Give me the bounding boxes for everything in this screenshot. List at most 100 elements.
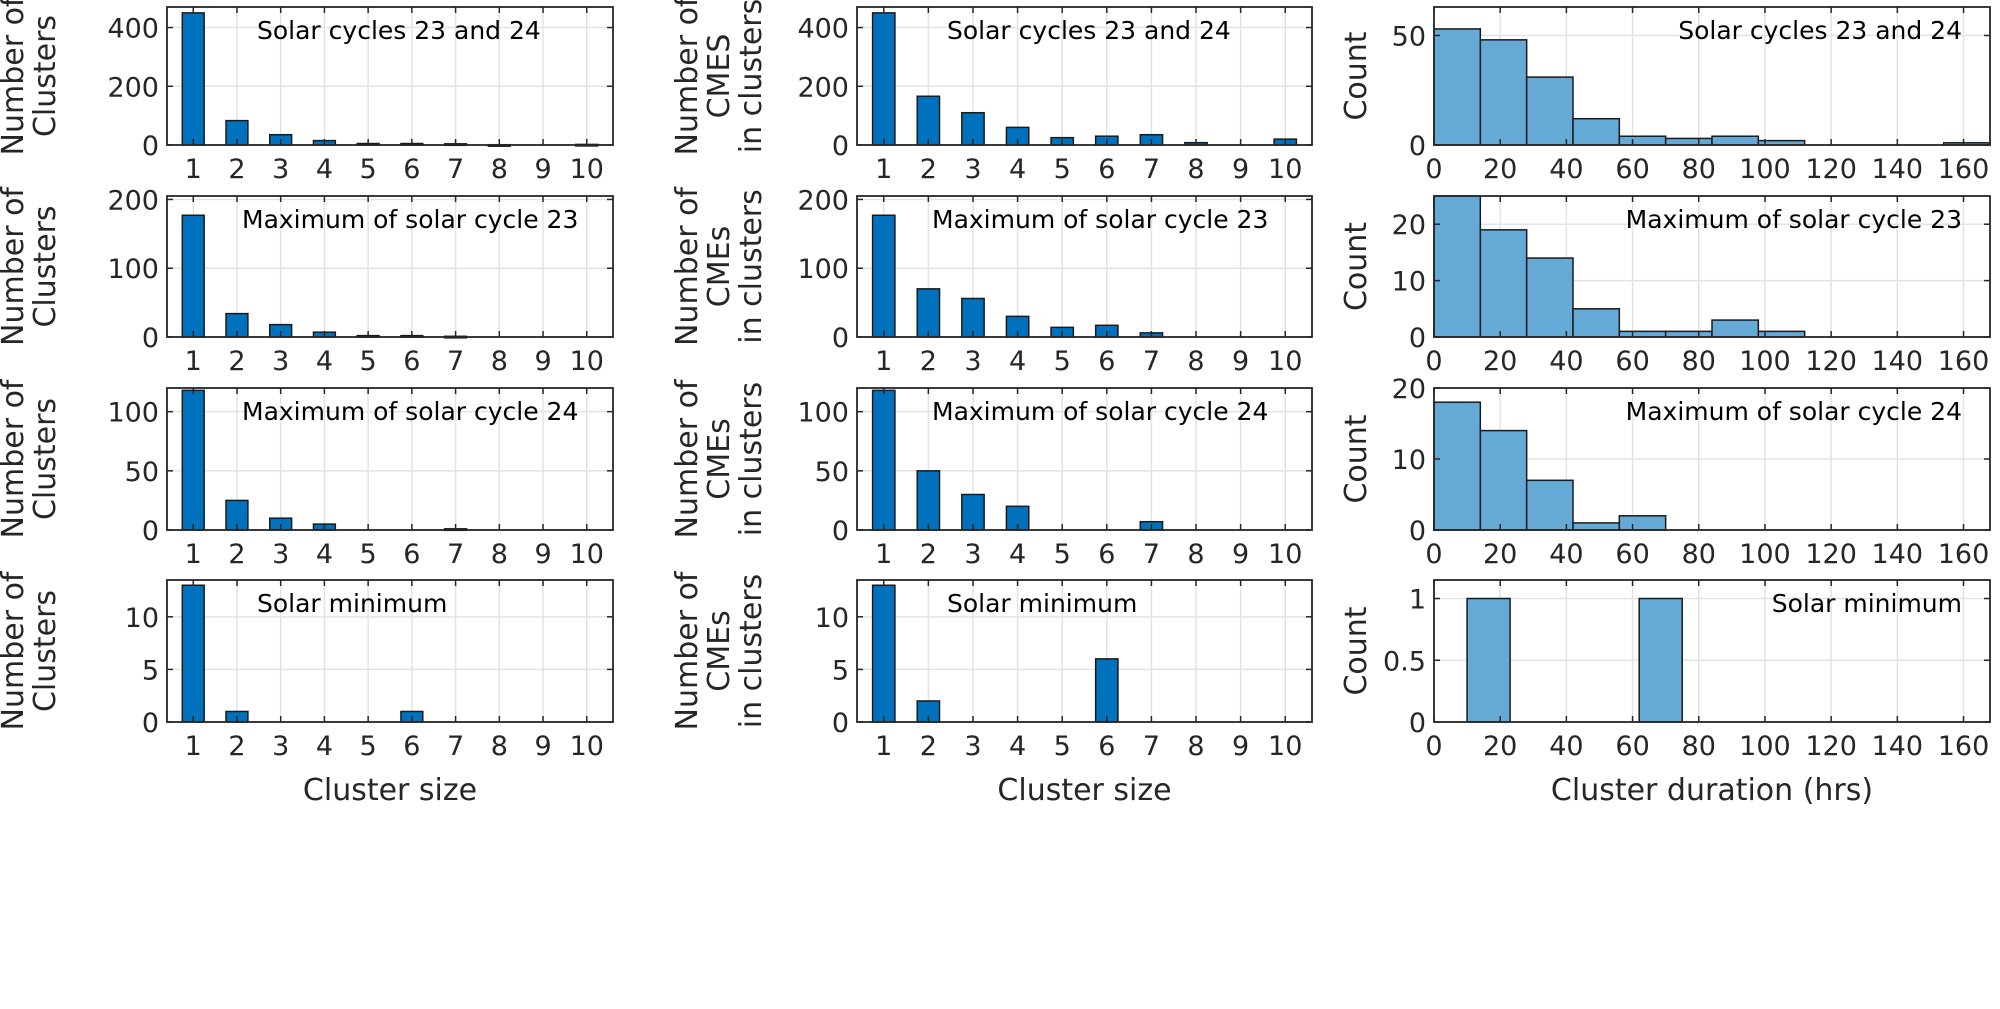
bar [871,584,896,723]
x-tick-label: 2 [228,154,245,185]
x-tick-label: 80 [1682,346,1716,377]
x-tick-label: 1 [875,346,892,377]
x-tick-label: 6 [1098,154,1115,185]
y-tick-label: 0 [832,131,849,162]
x-tick-label: 80 [1682,154,1716,185]
y-tick-label: 10 [125,603,159,634]
x-tick-label: 2 [228,539,245,570]
panel-3-2: 0 20 40 60 80 100 120 140 160 0 0.5 1 Solar minimum C… [1339,579,1991,808]
x-tick-label: 9 [534,154,551,185]
y-axis-label: Number of [0,186,31,346]
axes-box [856,6,1313,146]
x-axis-label: Cluster duration (hrs) [1551,773,1873,808]
x-tick-label: 100 [1739,539,1791,570]
panel-2-2: 0 20 40 60 80 100 120 140 160 0 10 20 Maximum of sol… [1339,374,1991,570]
panel-title: Solar cycles 23 and 24 [1678,16,1962,45]
panel-title: Solar cycles 23 and 24 [257,16,541,45]
x-tick-label: 100 [1739,154,1791,185]
x-tick-label: 140 [1872,539,1924,570]
y-axis-label: Clusters [28,398,63,520]
y-axis-label: Clusters [28,590,63,712]
x-tick-label: 4 [1009,346,1026,377]
histogram-bin [1433,195,1482,338]
y-tick-label: 0 [832,708,849,739]
x-tick-label: 6 [403,346,420,377]
histogram-bin [1572,117,1621,146]
y-tick-label: 100 [797,254,849,285]
bar [916,288,941,338]
panel-title: Solar minimum [947,589,1137,618]
x-tick-label: 160 [1938,346,1990,377]
y-tick-label: 0 [832,323,849,354]
x-tick-label: 0 [1425,539,1442,570]
axes-box [1433,195,1991,338]
bar [181,12,205,146]
x-tick-label: 0 [1425,346,1442,377]
x-tick-label: 7 [447,346,464,377]
y-tick-label: 100 [107,254,159,285]
y-tick-label: 400 [797,14,849,45]
x-tick-label: 10 [570,154,604,185]
x-tick-label: 3 [272,731,289,762]
histogram-bin [1711,135,1760,146]
x-tick-label: 40 [1549,154,1583,185]
x-tick-label: 6 [1098,731,1115,762]
bar [916,470,941,531]
x-tick-label: 4 [316,539,333,570]
panel-title: Maximum of solar cycle 23 [242,205,578,234]
y-axis-label: Count [1339,414,1374,503]
histogram-bin [1525,479,1574,531]
x-tick-label: 20 [1483,346,1517,377]
x-tick-label: 5 [360,154,377,185]
x-tick-label: 9 [534,731,551,762]
x-tick-label: 80 [1682,539,1716,570]
y-tick-label: 20 [1392,374,1426,405]
panel-title: Maximum of solar cycle 24 [1626,397,1962,426]
panel-title: Maximum of solar cycle 24 [242,397,578,426]
x-tick-label: 10 [570,346,604,377]
y-axis-label: CMEs [702,226,737,307]
x-tick-label: 5 [1054,539,1071,570]
y-tick-label: 400 [107,14,159,45]
histogram-bin [1711,319,1760,338]
x-tick-label: 4 [316,731,333,762]
x-tick-label: 8 [1187,731,1204,762]
x-tick-label: 60 [1615,539,1649,570]
bar [1094,658,1119,723]
x-tick-label: 6 [403,731,420,762]
y-tick-label: 200 [797,185,849,216]
histogram-bin [1479,229,1528,338]
y-tick-label: 200 [107,185,159,216]
y-tick-label: 0 [1409,323,1426,354]
x-tick-label: 3 [272,346,289,377]
axes-box [166,195,614,338]
bar [181,584,205,723]
y-axis-label: Clusters [28,15,63,137]
y-axis-label: Count [1339,222,1374,311]
x-axis-label: Cluster size [303,773,477,808]
axes-box [856,195,1313,338]
y-tick-label: 10 [1392,267,1426,298]
panel-0-1: 1 2 3 4 5 6 7 8 9 10 0 200 400 Solar cycles 23 and 24… [670,0,1313,185]
x-tick-label: 1 [875,539,892,570]
x-tick-label: 0 [1425,154,1442,185]
x-tick-label: 20 [1483,539,1517,570]
x-tick-label: 20 [1483,154,1517,185]
x-tick-label: 80 [1682,731,1716,762]
y-axis-label: Number of [0,570,31,730]
y-tick-label: 5 [142,655,159,686]
x-tick-label: 60 [1615,731,1649,762]
plot-area [167,580,613,722]
y-axis-label: in clusters [734,189,769,344]
x-tick-label: 120 [1805,346,1857,377]
x-tick-label: 7 [447,539,464,570]
axes-box [856,387,1313,531]
y-tick-label: 0 [142,131,159,162]
x-tick-label: 160 [1938,154,1990,185]
x-tick-label: 9 [1232,731,1249,762]
x-tick-label: 2 [920,346,937,377]
y-axis-label: Number of [670,570,705,730]
